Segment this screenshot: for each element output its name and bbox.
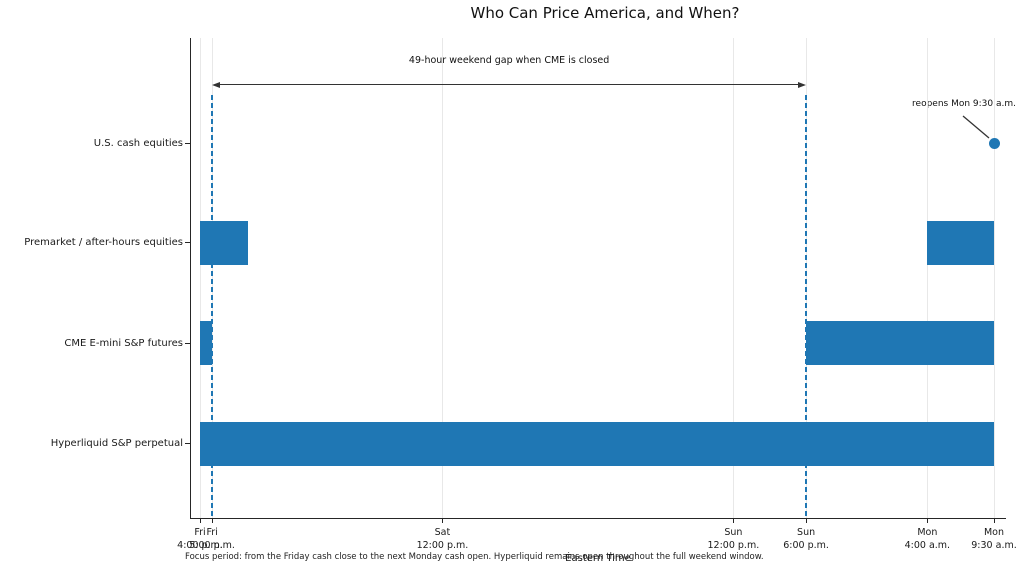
cash-open-dot <box>988 137 1000 149</box>
x-tick <box>926 519 928 523</box>
x-tick <box>211 519 213 523</box>
x-tick-time: 12:00 p.m. <box>416 540 469 551</box>
row-label: Premarket / after-hours equities <box>24 237 183 248</box>
gridline <box>993 38 995 518</box>
x-tick <box>732 519 734 523</box>
footnote: Focus period: from the Friday cash close… <box>185 552 764 562</box>
x-tick-day: Fri <box>206 527 218 538</box>
x-tick-label: Sun 12:00 p.m. <box>707 526 759 552</box>
gridline <box>199 38 201 518</box>
x-tick-time: 5:00 p.m. <box>189 540 235 551</box>
y-tick <box>185 443 190 444</box>
chart-title: Who Can Price America, and When? <box>470 4 740 22</box>
cme-close-dashed-line <box>211 95 213 518</box>
reopens-annotation-label: reopens Mon 9:30 a.m. <box>912 99 1016 109</box>
y-axis-spine <box>190 38 191 518</box>
gridline <box>732 38 734 518</box>
x-tick-label: Mon 4:00 a.m. <box>905 526 950 552</box>
reopens-leader-line <box>962 115 990 139</box>
bar <box>200 220 249 265</box>
y-tick <box>185 142 190 144</box>
x-tick-label: Fri 4:00 p.m. <box>177 526 223 552</box>
bar <box>200 321 213 365</box>
arrowhead-right-icon <box>798 81 807 88</box>
x-axis-spine <box>190 518 1006 519</box>
x-tick <box>441 519 443 523</box>
x-tick-day: Sun <box>797 527 816 538</box>
x-tick-time: 4:00 a.m. <box>904 540 951 551</box>
x-tick <box>805 519 807 523</box>
x-tick-time: 9:30 a.m. <box>971 540 1017 551</box>
x-axis-label: Eastern Time <box>565 553 631 564</box>
x-tick <box>199 519 201 523</box>
x-tick <box>993 519 995 523</box>
gridline <box>441 38 443 518</box>
bar <box>806 321 994 365</box>
cme-open-dashed-line <box>805 95 807 518</box>
x-tick-label: Mon 9:30 a.m. <box>971 526 1016 552</box>
x-tick-time: 4:00 p.m. <box>177 540 223 551</box>
x-tick-label: Fri 5:00 p.m. <box>189 526 235 552</box>
arrowhead-left-icon <box>212 81 221 88</box>
x-tick-day: Mon <box>983 527 1005 538</box>
y-tick <box>185 342 190 344</box>
gap-arrow-line <box>219 84 800 85</box>
x-tick-time: 6:00 p.m. <box>783 540 829 551</box>
gridline <box>926 38 928 518</box>
bar <box>200 421 994 466</box>
x-tick-day: Sun <box>724 527 743 538</box>
bar <box>927 220 994 265</box>
row-label: CME E-mini S&P futures <box>64 337 183 349</box>
x-tick-day: Sat <box>434 527 451 538</box>
row-label: U.S. cash equities <box>93 137 183 149</box>
x-tick-time: 12:00 p.m. <box>707 540 760 551</box>
gap-annotation-label: 49-hour weekend gap when CME is closed <box>408 55 610 66</box>
x-tick-day: Fri <box>194 527 206 538</box>
row-label: Hyperliquid S&P perpetual <box>50 438 183 449</box>
x-tick-label: Sun 6:00 p.m. <box>783 526 829 552</box>
x-tick-label: Sat 12:00 p.m. <box>417 526 469 552</box>
x-tick-day: Mon <box>917 527 938 538</box>
y-tick <box>185 242 190 243</box>
